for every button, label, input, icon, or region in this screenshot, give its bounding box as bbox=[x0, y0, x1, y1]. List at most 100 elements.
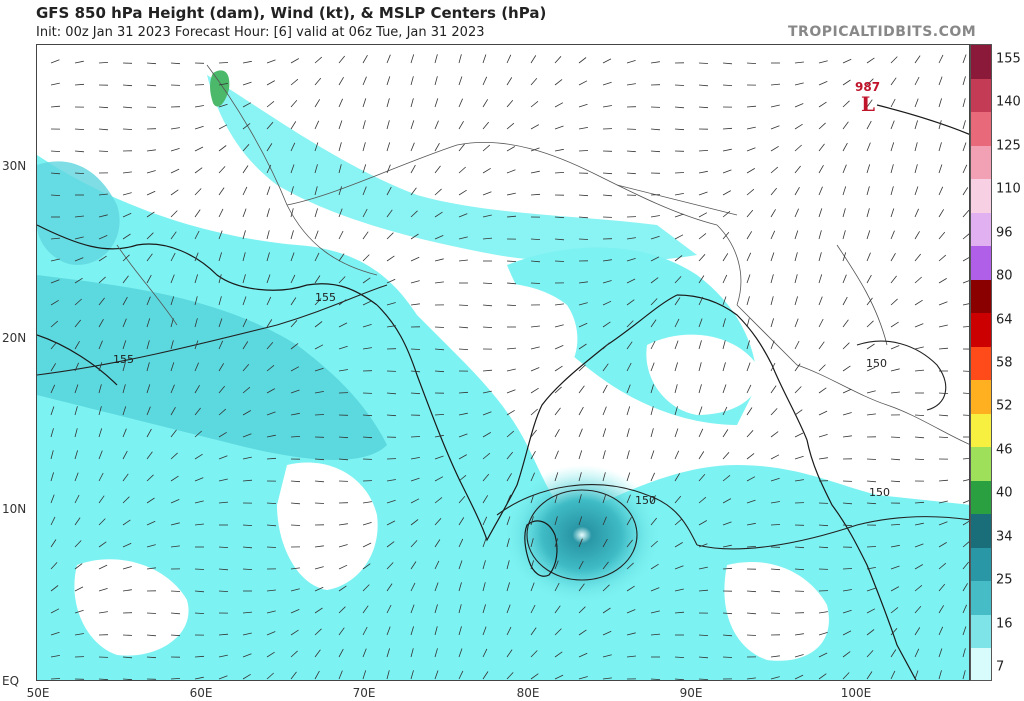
wind-barb bbox=[722, 544, 732, 548]
wind-barb bbox=[482, 582, 486, 592]
wind-barb bbox=[410, 187, 417, 196]
wind-barb bbox=[842, 274, 847, 284]
wind-barb bbox=[50, 406, 55, 416]
wind-barb bbox=[482, 76, 488, 86]
wind-barb bbox=[866, 671, 873, 680]
clear-patch-east bbox=[646, 334, 759, 415]
wind-barb bbox=[674, 450, 680, 460]
wind-barb bbox=[962, 520, 969, 526]
wind-barb bbox=[338, 544, 348, 548]
wind-barb bbox=[50, 194, 61, 196]
wind-barb bbox=[578, 302, 588, 306]
wind-barb bbox=[770, 362, 776, 372]
wind-barb bbox=[122, 450, 128, 460]
wind-barb bbox=[578, 322, 588, 328]
wind-barb bbox=[938, 324, 948, 328]
wind-barb bbox=[962, 500, 969, 504]
wind-barb bbox=[98, 340, 103, 350]
wind-barb bbox=[530, 77, 538, 86]
wind-barb bbox=[218, 166, 226, 174]
wind-barb bbox=[914, 627, 921, 636]
wind-barb bbox=[842, 186, 847, 196]
wind-barb bbox=[578, 103, 588, 108]
wind-barb bbox=[698, 656, 709, 659]
wind-barb bbox=[170, 384, 175, 394]
wind-barb bbox=[698, 634, 709, 636]
wind-barb bbox=[338, 322, 348, 328]
wind-barb bbox=[194, 590, 205, 593]
wind-barb bbox=[674, 362, 678, 372]
wind-barb bbox=[482, 538, 487, 548]
wind-barb bbox=[362, 120, 366, 130]
wind-barb bbox=[698, 520, 707, 526]
wind-barb bbox=[938, 542, 947, 548]
wind-barb bbox=[482, 214, 492, 218]
wind-barb bbox=[290, 412, 300, 416]
wind-barb bbox=[386, 626, 391, 636]
wind-barb bbox=[338, 369, 348, 372]
wind-barb bbox=[170, 545, 180, 548]
wind-barb bbox=[530, 100, 539, 108]
wind-barb bbox=[698, 233, 707, 240]
wind-barb bbox=[650, 277, 659, 284]
wind-barb bbox=[266, 524, 277, 527]
wind-barb bbox=[602, 342, 610, 350]
wind-barb bbox=[194, 568, 205, 570]
wind-barb bbox=[170, 252, 176, 262]
wind-barb bbox=[218, 208, 224, 218]
wind-barb bbox=[794, 296, 798, 306]
wind-barb bbox=[938, 562, 947, 570]
wind-barbs bbox=[50, 54, 969, 680]
wind-barb bbox=[794, 230, 799, 240]
wind-barb bbox=[98, 428, 103, 438]
wind-barb bbox=[770, 676, 780, 680]
wind-barb bbox=[506, 582, 510, 592]
wind-barb bbox=[794, 633, 804, 636]
wind-barb bbox=[50, 631, 60, 636]
wind-barb bbox=[146, 340, 150, 350]
colorbar-tick-label: 125 bbox=[996, 138, 1021, 154]
wind-barb bbox=[242, 653, 252, 658]
wind-barb bbox=[746, 105, 757, 108]
wind-barb bbox=[74, 428, 78, 438]
wind-barb bbox=[242, 386, 251, 394]
colorbar-tick-label: 58 bbox=[996, 355, 1013, 371]
wind-barb bbox=[746, 499, 756, 504]
wind-barb bbox=[626, 472, 631, 482]
wind-barb bbox=[266, 59, 276, 64]
colorbar-segment bbox=[971, 78, 991, 114]
wind-barb bbox=[530, 408, 538, 416]
wind-barb bbox=[866, 608, 876, 614]
lat-label: EQ bbox=[2, 674, 20, 688]
wind-barb bbox=[266, 434, 276, 438]
wind-barb bbox=[578, 472, 582, 482]
wind-barb bbox=[170, 148, 180, 152]
wind-barb bbox=[698, 212, 708, 218]
wind-barb bbox=[74, 172, 85, 174]
wind-barb bbox=[314, 586, 324, 592]
wind-barb bbox=[650, 587, 660, 592]
wind-barb bbox=[362, 605, 369, 614]
wind-barb bbox=[434, 414, 445, 416]
wind-barb bbox=[578, 428, 583, 438]
wind-barb bbox=[386, 520, 396, 526]
colorbar-segment bbox=[971, 648, 991, 680]
wind-barb bbox=[530, 124, 539, 130]
wind-barb bbox=[890, 253, 896, 262]
wind-barb bbox=[554, 260, 565, 262]
wind-barb bbox=[674, 518, 683, 526]
wind-barb bbox=[314, 414, 325, 416]
wind-barb bbox=[626, 341, 633, 350]
wind-barb bbox=[842, 672, 850, 680]
wind-barb bbox=[818, 387, 827, 394]
wind-barb bbox=[650, 428, 654, 438]
wind-barb bbox=[746, 188, 755, 196]
wind-barb bbox=[410, 98, 414, 108]
colorbar-segment bbox=[971, 447, 991, 482]
wind-barb bbox=[410, 670, 414, 680]
wind-barb bbox=[842, 79, 851, 86]
wind-barb bbox=[434, 235, 444, 240]
wind-barb bbox=[578, 343, 587, 350]
wind-barb bbox=[242, 274, 246, 284]
wind-barb bbox=[122, 275, 129, 284]
